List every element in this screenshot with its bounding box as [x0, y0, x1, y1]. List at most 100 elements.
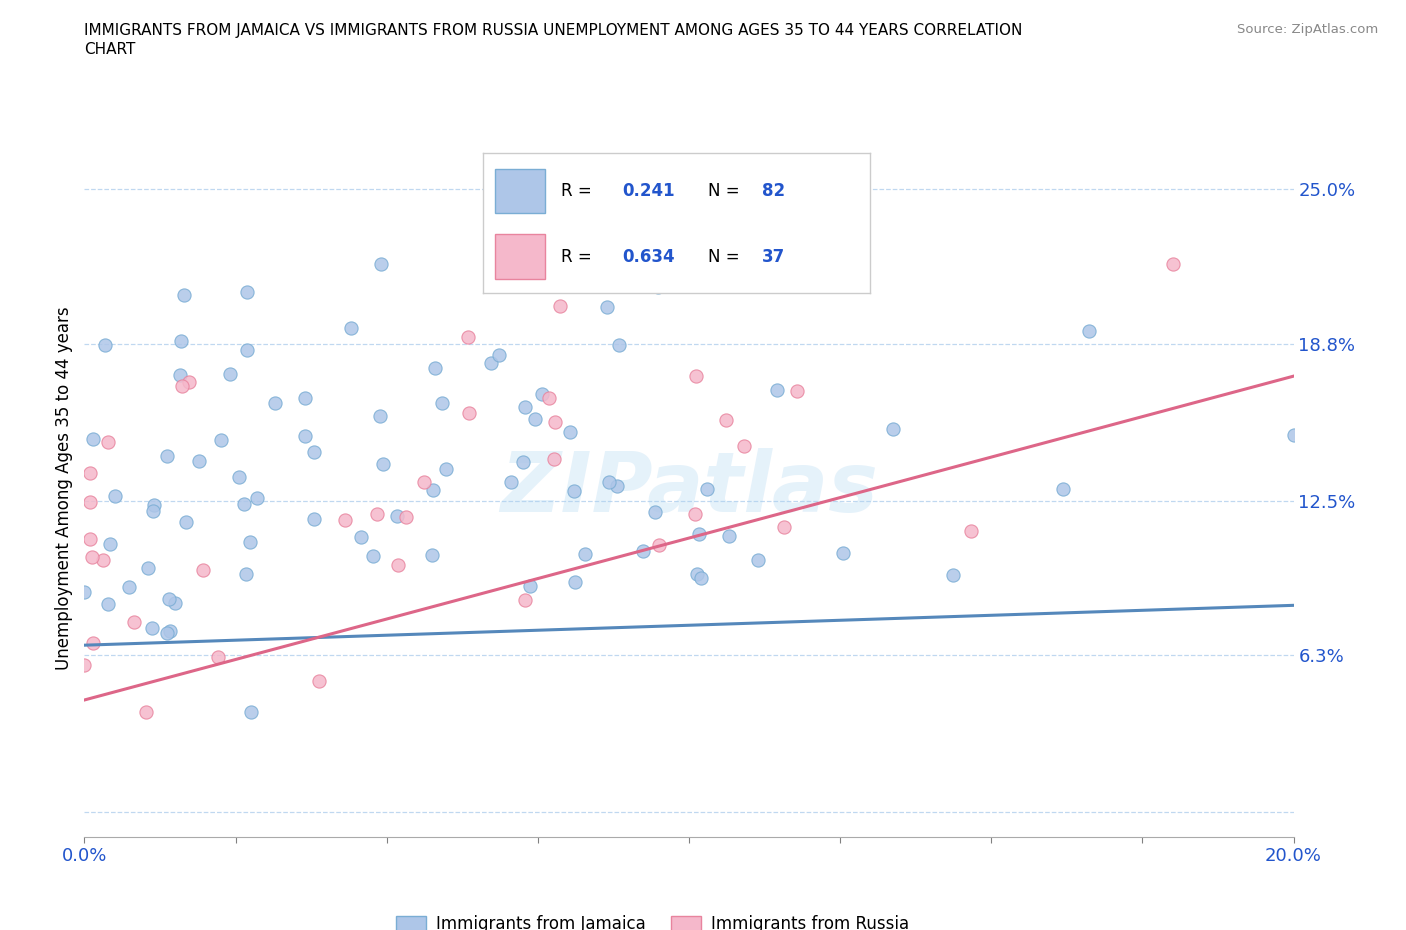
Point — [420, 547, 443, 562]
Point — [361, 549, 384, 564]
Point — [1161, 257, 1184, 272]
Point — [574, 547, 596, 562]
Point — [156, 448, 179, 463]
Point — [648, 538, 671, 552]
Point — [118, 580, 141, 595]
Point — [647, 280, 669, 295]
Text: ZIPatlas: ZIPatlas — [501, 447, 877, 529]
Point — [773, 519, 796, 534]
Point — [93, 552, 115, 567]
Point — [512, 455, 534, 470]
Point — [524, 411, 547, 426]
Point — [385, 509, 408, 524]
Point — [543, 452, 565, 467]
Point — [560, 424, 582, 439]
Point — [207, 649, 229, 664]
Point — [605, 478, 627, 493]
Point — [263, 395, 285, 410]
Point — [366, 506, 388, 521]
Point — [1282, 428, 1305, 443]
Point — [232, 497, 254, 512]
Point — [97, 596, 120, 611]
Point — [294, 391, 316, 405]
Point — [690, 570, 713, 585]
Point — [688, 526, 710, 541]
Point — [683, 507, 706, 522]
Point — [122, 615, 145, 630]
Point — [537, 391, 560, 405]
Point — [82, 432, 104, 446]
Point — [169, 367, 191, 382]
Point — [423, 361, 446, 376]
Point — [882, 421, 904, 436]
Point — [174, 514, 197, 529]
Point — [136, 561, 159, 576]
Point — [170, 333, 193, 348]
Point — [513, 400, 536, 415]
Point — [73, 584, 96, 599]
Point — [172, 379, 194, 394]
Point — [575, 273, 598, 288]
Point — [98, 537, 121, 551]
Point — [513, 592, 536, 607]
Point — [228, 470, 250, 485]
Point — [832, 546, 855, 561]
Point — [747, 552, 769, 567]
Point — [371, 457, 394, 472]
Point — [770, 265, 793, 280]
Text: Source: ZipAtlas.com: Source: ZipAtlas.com — [1237, 23, 1378, 36]
Point — [716, 412, 738, 427]
Point — [239, 534, 262, 549]
Point — [696, 481, 718, 496]
Point — [135, 705, 157, 720]
Point — [187, 454, 209, 469]
Point — [598, 475, 620, 490]
Text: CHART: CHART — [84, 42, 136, 57]
Point — [942, 567, 965, 582]
Point — [157, 591, 180, 606]
Point — [766, 382, 789, 397]
Point — [550, 299, 572, 313]
Point — [104, 489, 127, 504]
Point — [142, 503, 165, 518]
Point — [1077, 324, 1099, 339]
Point — [156, 625, 179, 640]
Point — [294, 429, 316, 444]
Point — [350, 530, 373, 545]
Point — [173, 287, 195, 302]
Point — [339, 321, 361, 336]
Point — [80, 549, 103, 564]
Point — [596, 300, 619, 315]
Point — [368, 409, 391, 424]
Point — [79, 495, 101, 510]
Point — [308, 673, 330, 688]
Point — [519, 579, 541, 594]
Point — [79, 466, 101, 481]
Point — [165, 595, 187, 610]
Point — [82, 635, 104, 650]
Point — [488, 348, 510, 363]
Point — [685, 368, 707, 383]
Point — [333, 512, 356, 527]
Point — [302, 445, 325, 459]
Point — [370, 257, 392, 272]
Point — [302, 512, 325, 526]
Point — [73, 658, 96, 672]
Point — [236, 343, 259, 358]
Point — [209, 432, 232, 447]
Text: IMMIGRANTS FROM JAMAICA VS IMMIGRANTS FROM RUSSIA UNEMPLOYMENT AMONG AGES 35 TO : IMMIGRANTS FROM JAMAICA VS IMMIGRANTS FR… — [84, 23, 1022, 38]
Point — [141, 621, 163, 636]
Point — [94, 338, 117, 352]
Point — [422, 482, 444, 497]
Point — [609, 338, 631, 352]
Point — [235, 567, 257, 582]
Point — [159, 624, 181, 639]
Point — [387, 558, 409, 573]
Point — [432, 395, 454, 410]
Point — [142, 498, 165, 512]
Point — [644, 504, 666, 519]
Point — [434, 461, 457, 476]
Point — [79, 532, 101, 547]
Point — [236, 285, 259, 299]
Point — [564, 575, 586, 590]
